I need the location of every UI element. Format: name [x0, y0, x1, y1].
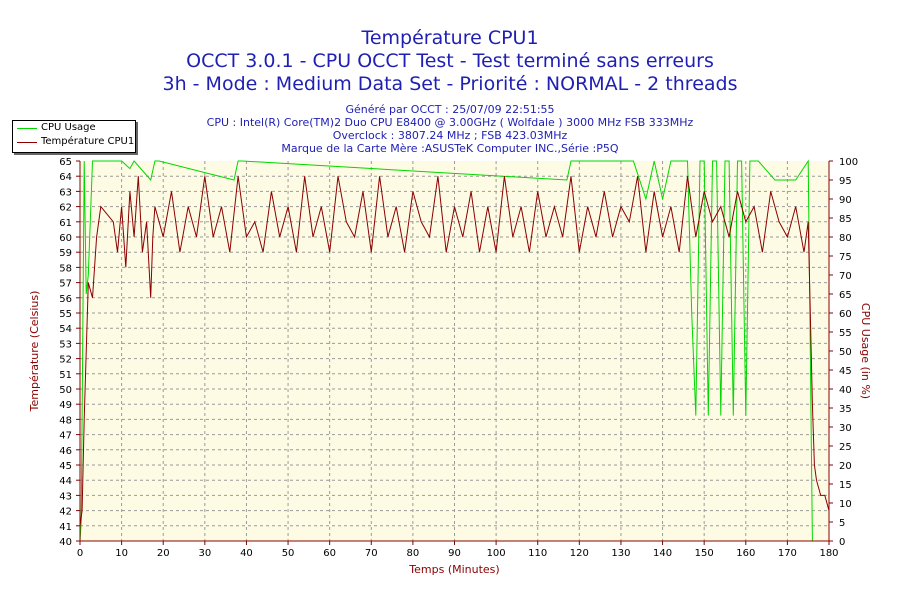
- right-axis-tick-label: 0: [839, 537, 845, 548]
- legend-label-usage: CPU Usage: [41, 122, 96, 133]
- left-axis-tick-label: 63: [59, 187, 72, 198]
- x-axis-tick-label: 50: [282, 548, 295, 559]
- right-axis-tick-label: 5: [839, 518, 845, 529]
- x-axis-tick-label: 110: [528, 548, 547, 559]
- left-axis-tick-label: 59: [59, 248, 72, 259]
- x-axis-tick-label: 150: [695, 548, 714, 559]
- right-axis-tick-label: 90: [839, 195, 852, 206]
- right-axis-tick-label: 65: [839, 290, 852, 301]
- legend-label-temperature: Température CPU1: [41, 136, 135, 147]
- x-axis-tick-label: 160: [736, 548, 755, 559]
- left-axis-tick-label: 51: [59, 370, 72, 381]
- left-axis-tick-label: 48: [59, 415, 72, 426]
- x-axis-tick-label: 40: [240, 548, 253, 559]
- series-line-cpu-usage: [79, 159, 829, 542]
- left-axis-tick-label: 60: [59, 233, 72, 244]
- left-axis-tick-label: 52: [59, 355, 72, 366]
- overclock-info: Overclock : 3807.24 MHz ; FSB 423.03MHz: [332, 129, 568, 142]
- right-axis-tick-label: 85: [839, 214, 852, 225]
- left-axis-tick-label: 54: [59, 324, 72, 335]
- right-axis-tick-label: 80: [839, 233, 852, 244]
- left-axis-tick-label: 42: [59, 507, 72, 518]
- legend-swatch-usage: [17, 128, 37, 129]
- right-axis-tick-label: 40: [839, 385, 852, 396]
- chart-subtitle-test: OCCT 3.0.1 - CPU OCCT Test - Test termin…: [186, 50, 714, 72]
- left-axis-tick-label: 61: [59, 218, 72, 229]
- y2-axis-label: CPU Usage (in %): [859, 303, 872, 399]
- left-axis-tick-label: 50: [59, 385, 72, 396]
- right-axis-tick-label: 50: [839, 347, 852, 358]
- motherboard-info: Marque de la Carte Mère :ASUSTeK Compute…: [281, 142, 619, 155]
- right-axis-tick-label: 25: [839, 442, 852, 453]
- left-axis-tick-label: 53: [59, 339, 72, 350]
- left-axis-tick-label: 57: [59, 279, 72, 290]
- x-axis-tick-label: 10: [115, 548, 128, 559]
- right-axis-tick-label: 55: [839, 328, 852, 339]
- x-axis-tick-label: 70: [365, 548, 378, 559]
- series-line-temperature: [79, 176, 830, 526]
- left-axis-tick-label: 65: [59, 157, 72, 168]
- x-axis-tick-label: 170: [778, 548, 797, 559]
- right-axis-tick-label: 100: [839, 157, 858, 168]
- x-axis-tick-label: 0: [77, 548, 83, 559]
- chart-legend: CPU Usage Température CPU1: [12, 120, 136, 153]
- left-axis-tick-label: 44: [59, 476, 72, 487]
- left-axis-tick-label: 41: [59, 522, 72, 533]
- right-axis-tick-label: 20: [839, 461, 852, 472]
- left-axis-tick-label: 46: [59, 446, 72, 457]
- x-axis-tick-label: 130: [611, 548, 630, 559]
- left-axis-tick-label: 64: [59, 172, 72, 183]
- x-axis-tick-label: 20: [157, 548, 170, 559]
- left-axis-tick-label: 47: [59, 431, 72, 442]
- left-axis-tick-label: 58: [59, 263, 72, 274]
- right-axis-tick-label: 30: [839, 423, 852, 434]
- y-axis-label: Température (Celsius): [28, 291, 41, 413]
- right-axis-tick-label: 35: [839, 404, 852, 415]
- left-axis-tick-label: 49: [59, 400, 72, 411]
- right-axis-tick-label: 60: [839, 309, 852, 320]
- cpu-info: CPU : Intel(R) Core(TM)2 Duo CPU E8400 @…: [206, 116, 694, 129]
- right-axis-tick-label: 75: [839, 252, 852, 263]
- x-axis-tick-label: 60: [323, 548, 336, 559]
- left-axis-tick-label: 56: [59, 294, 72, 305]
- legend-item-usage: CPU Usage: [13, 121, 135, 135]
- right-axis-tick-label: 10: [839, 499, 852, 510]
- x-axis-tick-label: 90: [448, 548, 461, 559]
- x-axis-tick-label: 80: [407, 548, 420, 559]
- x-axis-tick-label: 30: [198, 548, 211, 559]
- left-axis-tick-label: 43: [59, 491, 72, 502]
- x-axis-label: Temps (Minutes): [408, 563, 499, 576]
- legend-item-temperature: Température CPU1: [13, 135, 135, 149]
- plot-background: [80, 161, 829, 541]
- x-axis-tick-label: 140: [653, 548, 672, 559]
- chart-title: Température CPU1: [361, 27, 539, 49]
- left-axis-tick-label: 45: [59, 461, 72, 472]
- x-axis-tick-label: 180: [819, 548, 838, 559]
- x-axis-tick-label: 100: [487, 548, 506, 559]
- x-axis-tick-label: 120: [570, 548, 589, 559]
- chart-subtitle-mode: 3h - Mode : Medium Data Set - Priorité :…: [162, 73, 738, 95]
- generated-info: Généré par OCCT : 25/07/09 22:51:55: [345, 103, 555, 116]
- right-axis-tick-label: 45: [839, 366, 852, 377]
- right-axis-tick-label: 15: [839, 480, 852, 491]
- right-axis-tick-label: 95: [839, 176, 852, 187]
- left-axis-tick-label: 62: [59, 203, 72, 214]
- left-axis-tick-label: 40: [59, 537, 72, 548]
- right-axis-tick-label: 70: [839, 271, 852, 282]
- left-axis-tick-label: 55: [59, 309, 72, 320]
- legend-swatch-temperature: [17, 142, 37, 143]
